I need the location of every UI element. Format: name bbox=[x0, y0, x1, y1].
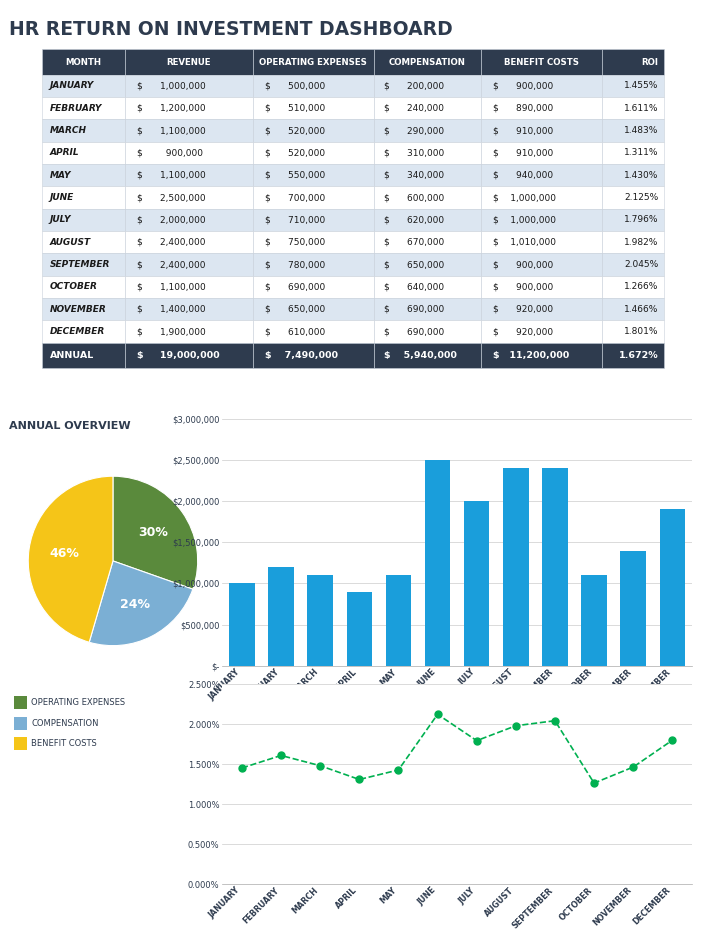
Bar bbox=[268, 567, 294, 666]
Bar bbox=[659, 509, 685, 666]
Text: 30%: 30% bbox=[138, 526, 168, 539]
Wedge shape bbox=[113, 477, 198, 589]
Text: ANNUAL OVERVIEW: ANNUAL OVERVIEW bbox=[9, 421, 131, 431]
Bar bbox=[308, 575, 333, 666]
Text: 24%: 24% bbox=[120, 598, 150, 611]
Bar bbox=[542, 468, 568, 666]
Bar bbox=[425, 460, 450, 666]
Text: HR RETURN ON INVESTMENT DASHBOARD: HR RETURN ON INVESTMENT DASHBOARD bbox=[9, 20, 453, 39]
Bar bbox=[621, 550, 646, 666]
Bar bbox=[385, 575, 411, 666]
Bar bbox=[229, 584, 255, 666]
Text: OPERATING EXPENSES: OPERATING EXPENSES bbox=[31, 698, 125, 708]
Bar bbox=[464, 501, 489, 666]
Bar bbox=[503, 468, 529, 666]
Bar bbox=[347, 592, 372, 666]
Legend: REVENUE: REVENUE bbox=[426, 774, 489, 789]
Text: 46%: 46% bbox=[49, 547, 79, 560]
Text: BENEFIT COSTS: BENEFIT COSTS bbox=[31, 739, 97, 749]
Bar bbox=[581, 575, 606, 666]
Text: COMPENSATION: COMPENSATION bbox=[31, 719, 99, 728]
Wedge shape bbox=[28, 477, 113, 642]
Wedge shape bbox=[89, 560, 193, 645]
